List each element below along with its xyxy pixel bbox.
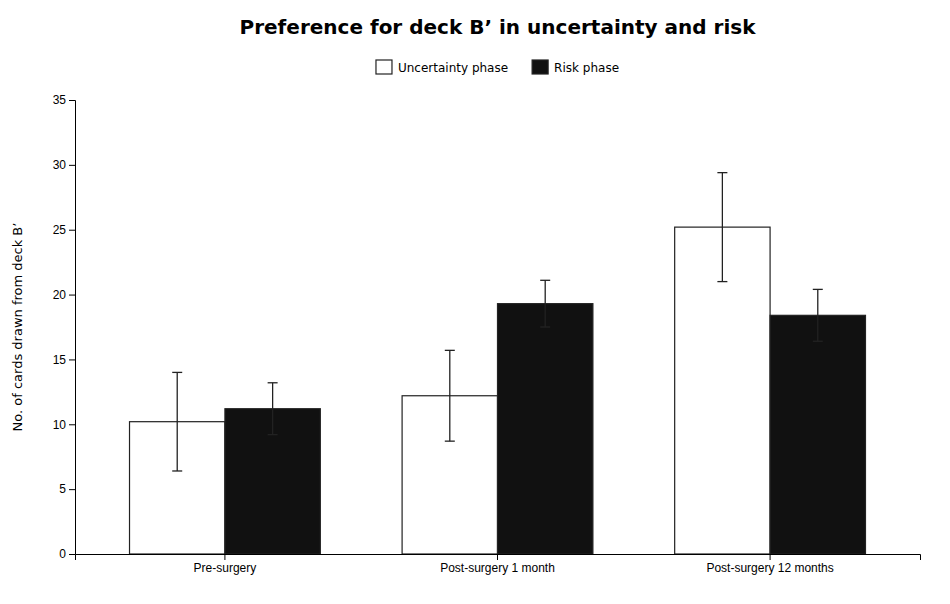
error-cap (717, 281, 727, 282)
error-cap (445, 350, 455, 351)
x-tick-mark (224, 554, 225, 560)
error-bar (813, 289, 823, 341)
legend-label: Uncertainty phase (398, 61, 508, 75)
error-line (722, 173, 723, 282)
y-tick-mark (69, 359, 75, 360)
legend-item: Uncertainty phase (376, 60, 508, 75)
y-tick-mark (69, 295, 75, 296)
y-tick-label: 20 (53, 288, 67, 302)
error-cap (540, 326, 550, 327)
y-tick-mark (69, 489, 75, 490)
y-tick: 0 (59, 547, 75, 561)
y-tick-label: 0 (59, 547, 66, 561)
y-axis-title: No. of cards drawn from deck B’ (10, 223, 25, 432)
y-tick: 10 (53, 418, 75, 432)
y-axis: 0 5 10 15 20 25 30 35 (53, 93, 76, 561)
error-cap (172, 470, 182, 471)
y-tick: 20 (53, 288, 75, 302)
chart: 0 5 10 15 20 25 30 35 Pre-surgery Post-surgery 1 … (0, 0, 950, 604)
y-axis-line (69, 101, 76, 555)
error-line (449, 350, 450, 441)
error-cap (172, 372, 182, 373)
x-tick-label: Post-surgery 1 month (440, 561, 555, 575)
error-cap (540, 280, 550, 281)
x-tick-mark (770, 554, 771, 560)
y-tick-label: 30 (53, 158, 67, 172)
legend-label: Risk phase (554, 61, 619, 75)
x-tick: Post-surgery 1 month (440, 554, 555, 575)
error-bar (268, 383, 278, 435)
y-tick: 15 (53, 353, 75, 367)
y-tick-mark (69, 165, 75, 166)
error-line (817, 289, 818, 341)
legend-item: Risk phase (532, 60, 619, 75)
series (130, 173, 771, 554)
chart-container: 0 5 10 15 20 25 30 35 Pre-surgery Post-surgery 1 … (0, 0, 950, 604)
error-cap (813, 289, 823, 290)
x-tick-label: Pre-surgery (194, 561, 257, 575)
error-cap (268, 434, 278, 435)
bar (498, 304, 593, 554)
legend-swatch (376, 60, 392, 74)
y-tick-label: 15 (53, 353, 67, 367)
y-tick-mark (69, 554, 75, 555)
legend: Uncertainty phase Risk phase (376, 60, 619, 75)
y-tick-label: 5 (59, 482, 66, 496)
y-tick: 30 (53, 158, 75, 172)
bar (770, 315, 865, 554)
legend-swatch (532, 60, 548, 74)
error-line (272, 383, 273, 435)
y-tick-label: 25 (53, 223, 67, 237)
x-axis: Pre-surgery Post-surgery 1 month Post-surg… (76, 554, 921, 575)
y-tick-label: 35 (53, 93, 67, 107)
x-tick: Post-surgery 12 months (706, 554, 833, 575)
error-bar (172, 372, 182, 471)
error-cap (268, 382, 278, 383)
bars (130, 173, 866, 554)
error-line (545, 280, 546, 327)
y-tick-label: 10 (53, 418, 67, 432)
y-tick: 25 (53, 223, 75, 237)
error-bar (540, 280, 550, 327)
y-tick-mark (69, 230, 75, 231)
series (225, 280, 866, 554)
y-tick-mark (69, 424, 75, 425)
x-tick-mark (497, 554, 498, 560)
x-tick: Pre-surgery (194, 554, 257, 575)
error-cap (445, 440, 455, 441)
error-line (177, 372, 178, 471)
y-tick: 35 (53, 93, 75, 107)
error-bar (717, 173, 727, 282)
error-cap (717, 172, 727, 173)
x-axis-line (76, 555, 921, 561)
title: Preference for deck B’ in uncertainty an… (240, 15, 757, 39)
error-bar (445, 350, 455, 441)
error-cap (813, 341, 823, 342)
y-tick: 5 (59, 482, 75, 496)
plot: 0 5 10 15 20 25 30 35 Pre-surgery Post-surgery 1 … (53, 93, 921, 574)
y-tick-mark (69, 100, 75, 101)
x-tick-label: Post-surgery 12 months (706, 561, 833, 575)
